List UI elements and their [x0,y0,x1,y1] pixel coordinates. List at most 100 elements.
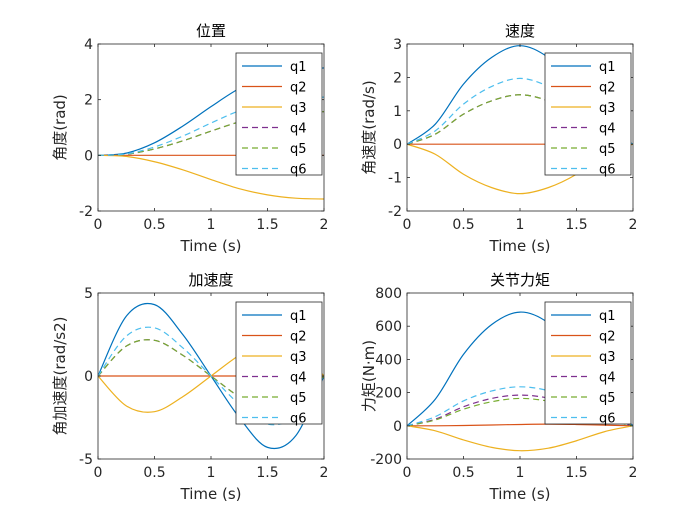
legend-label: q5 [599,142,616,157]
legend-item-q6: q6 [551,412,616,427]
legend: q1 q2 q3 q4 q5 q6 [544,52,632,178]
legend-item-q2: q2 [551,330,616,345]
y-tick-label: -200 [370,452,402,468]
legend-label: q3 [599,350,616,365]
legend-label: q2 [599,330,616,345]
x-tick-label: 0.5 [452,217,474,233]
legend-label: q5 [599,391,616,406]
series-line-q3 [407,425,633,452]
series-line-q3 [98,154,324,200]
y-tick-label: 1 [393,104,402,120]
series-line-q6 [98,326,324,426]
legend-item-q1: q1 [242,309,307,324]
legend-item-q6: q6 [242,163,307,178]
x-tick-label: 0 [403,465,412,481]
y-tick-label: 600 [375,319,402,335]
y-tick-label: 4 [84,37,93,53]
legend-item-q6: q6 [242,412,307,427]
x-tick-label: 1.5 [565,465,587,481]
legend-box [235,301,323,425]
y-tick-label: 3 [393,37,402,53]
legend-item-q5: q5 [242,391,307,406]
legend-item-q5: q5 [242,142,307,157]
series-line-q2 [407,423,633,427]
x-tick-label: 0 [94,465,103,481]
y-tick-label: -1 [388,171,402,187]
y-axis-label: 角加速度(rad/s2) [51,317,69,436]
legend-label: q4 [599,122,616,137]
legend-label: q2 [290,81,307,96]
y-tick-label: -2 [388,204,402,220]
legend-label: q1 [290,309,307,324]
legend-label: q5 [290,391,307,406]
legend-item-q6: q6 [551,163,616,178]
y-tick-label: 0 [84,148,93,164]
legend-item-q2: q2 [242,330,307,345]
y-axis-label: 力矩(N·m) [360,340,378,412]
legend-label: q3 [290,350,307,365]
y-tick-label: 800 [375,286,402,302]
x-tick-label: 1 [207,465,216,481]
y-tick-label: 5 [84,286,93,302]
legend-label: q3 [290,101,307,116]
legend-item-q1: q1 [242,60,307,75]
y-tick-label: 2 [393,70,402,86]
legend-item-q2: q2 [551,81,616,96]
legend-label: q4 [290,122,307,137]
legend-item-q2: q2 [242,81,307,96]
legend-label: q4 [599,371,616,386]
x-tick-label: 2 [320,217,329,233]
y-tick-label: 0 [393,419,402,435]
legend: q1 q2 q3 q4 q5 q6 [235,301,323,427]
x-tick-label: 0 [403,217,412,233]
legend-label: q6 [290,412,307,427]
legend-item-q3: q3 [551,350,616,365]
x-axis-label: Time (s) [489,237,551,255]
legend-label: q5 [290,142,307,157]
legend-label: q2 [290,330,307,345]
x-axis-label: Time (s) [180,237,242,255]
legend: q1 q2 q3 q4 q5 q6 [235,52,323,178]
legend-item-q4: q4 [551,371,616,386]
legend-item-q4: q4 [242,371,307,386]
legend-label: q4 [290,371,307,386]
y-tick-label: 2 [84,93,93,109]
x-axis-label: Time (s) [489,485,551,503]
y-tick-label: 200 [375,386,402,402]
y-tick-label: 0 [393,137,402,153]
y-axis-label: 角度(rad) [51,94,69,161]
legend-item-q5: q5 [551,142,616,157]
x-tick-label: 1 [516,465,525,481]
x-tick-label: 2 [629,465,638,481]
chart-title: 速度 [505,22,535,40]
y-tick-label: -5 [79,452,93,468]
x-tick-label: 2 [629,217,638,233]
legend-label: q1 [599,60,616,75]
x-tick-label: 0 [94,217,103,233]
y-tick-label: 400 [375,352,402,368]
legend-item-q3: q3 [242,101,307,116]
legend-label: q6 [599,163,616,178]
chart-title: 关节力矩 [490,271,550,289]
legend-label: q1 [290,60,307,75]
x-tick-label: 1 [516,217,525,233]
legend-box [544,52,632,176]
legend-item-q1: q1 [551,60,616,75]
legend-item-q4: q4 [242,122,307,137]
x-tick-label: 1.5 [256,465,278,481]
legend-item-q5: q5 [551,391,616,406]
legend-label: q6 [290,163,307,178]
legend: q1 q2 q3 q4 q5 q6 [544,301,632,427]
y-tick-label: -2 [79,204,93,220]
legend-box [235,52,323,176]
x-axis-label: Time (s) [180,485,242,503]
x-tick-label: 2 [320,465,329,481]
x-tick-label: 1 [207,217,216,233]
legend-label: q1 [599,309,616,324]
legend-label: q2 [599,81,616,96]
chart-title: 位置 [196,22,226,40]
